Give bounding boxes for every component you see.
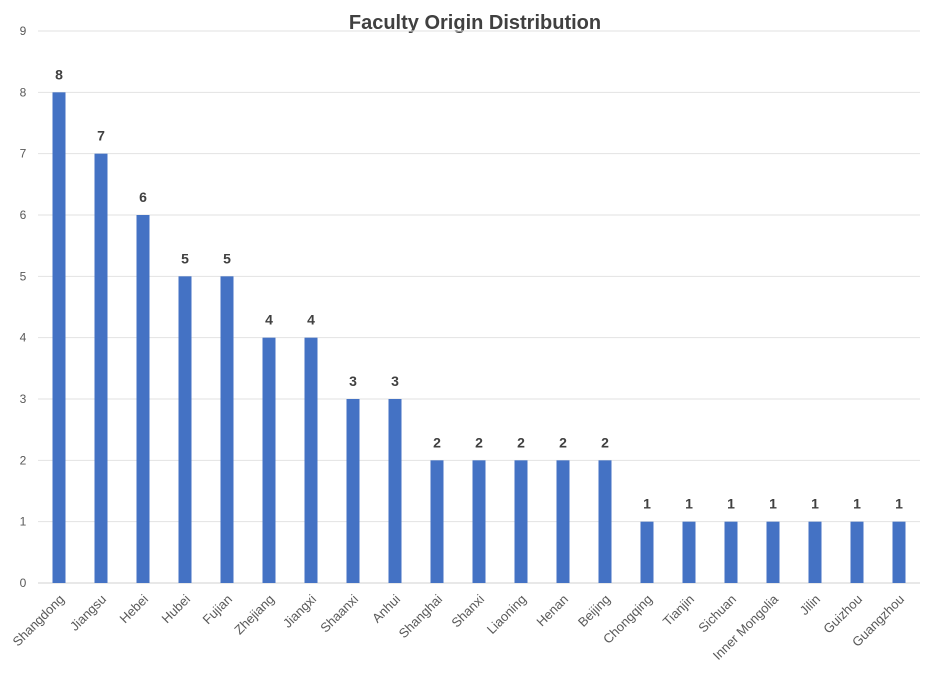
bar-hubei (178, 276, 192, 583)
data-label: 4 (307, 312, 315, 328)
bar-henan (556, 460, 570, 583)
x-tick-label: Jilin (797, 592, 823, 618)
x-axis: Shangdong Jiangsu Hebei Hubei FujianZhejiang… (9, 591, 907, 663)
bar-liaoning (514, 460, 528, 583)
bar-inner-mongolia (766, 521, 780, 583)
bar-shangdong (52, 92, 66, 583)
x-tick-label: Jiangxi (280, 591, 319, 630)
x-tick-label: Henan (533, 592, 571, 630)
y-tick-label: 2 (20, 453, 27, 467)
data-label: 2 (601, 434, 609, 450)
bar-zhejiang (262, 337, 276, 583)
data-label: 2 (433, 434, 441, 450)
bar-shanxi (472, 460, 486, 583)
y-tick-label: 3 (20, 392, 27, 406)
data-label: 2 (517, 434, 525, 450)
y-tick-label: 7 (20, 147, 27, 161)
bar-beijing (598, 460, 612, 583)
data-label: 1 (727, 496, 735, 512)
bars: 8 7 6 5 5 4 4 3 3 2 2 2 2 2 1 1 1 1 1 1 1 (52, 66, 906, 583)
data-label: 3 (349, 373, 357, 389)
y-tick-label: 4 (20, 331, 27, 345)
data-label: 5 (223, 250, 231, 266)
x-tick-label: Shanghai (396, 591, 446, 641)
bar-shanghai (430, 460, 444, 583)
data-label: 6 (139, 189, 147, 205)
x-tick-label: Hubei (158, 591, 193, 626)
data-label: 5 (181, 250, 189, 266)
bar-fujian (220, 276, 234, 583)
data-label: 3 (391, 373, 399, 389)
bar-jilin (808, 521, 822, 583)
bar-shaanxi (346, 399, 360, 583)
y-tick-label: 0 (20, 576, 27, 590)
bar-guizhou (850, 521, 864, 583)
chart-title: Faculty Origin Distribution (349, 12, 601, 34)
x-tick-label: Anhui (369, 591, 403, 625)
data-label: 7 (97, 128, 105, 144)
data-label: 1 (769, 496, 777, 512)
y-tick-label: 6 (20, 208, 27, 222)
bar-jiangxi (304, 337, 318, 583)
bar-guangzhou (892, 521, 906, 583)
data-label: 1 (853, 496, 861, 512)
bar-hebei (136, 215, 150, 583)
x-tick-label: Fujian (199, 592, 235, 628)
data-label: 1 (643, 496, 651, 512)
bar-tianjin (682, 521, 696, 583)
data-label: 8 (55, 66, 63, 82)
y-axis: 0 1 2 3 4 5 6 7 8 9 (20, 24, 27, 590)
x-tick-label: Zhejiang (231, 592, 277, 638)
y-tick-label: 9 (20, 24, 27, 38)
x-tick-label: Shaanxi (317, 591, 361, 635)
data-label: 1 (895, 496, 903, 512)
x-tick-label: Shangdong (9, 592, 67, 650)
data-label: 2 (559, 434, 567, 450)
x-tick-label: Liaoning (484, 592, 529, 637)
x-tick-label: Hebei (116, 591, 151, 626)
data-label: 1 (811, 496, 819, 512)
x-tick-label: Beijing (575, 592, 613, 630)
bar-chongqing (640, 521, 654, 583)
y-tick-label: 1 (20, 515, 27, 529)
x-tick-label: Shanxi (448, 591, 487, 630)
x-tick-label: Tianjin (660, 592, 697, 629)
bar-jiangsu (94, 153, 108, 583)
data-label: 4 (265, 312, 273, 328)
x-tick-label: Jiangsu (67, 592, 109, 634)
y-tick-label: 8 (20, 85, 27, 99)
bar-sichuan (724, 521, 738, 583)
y-tick-label: 5 (20, 269, 27, 283)
bar-anhui (388, 399, 402, 583)
data-label: 2 (475, 434, 483, 450)
data-label: 1 (685, 496, 693, 512)
